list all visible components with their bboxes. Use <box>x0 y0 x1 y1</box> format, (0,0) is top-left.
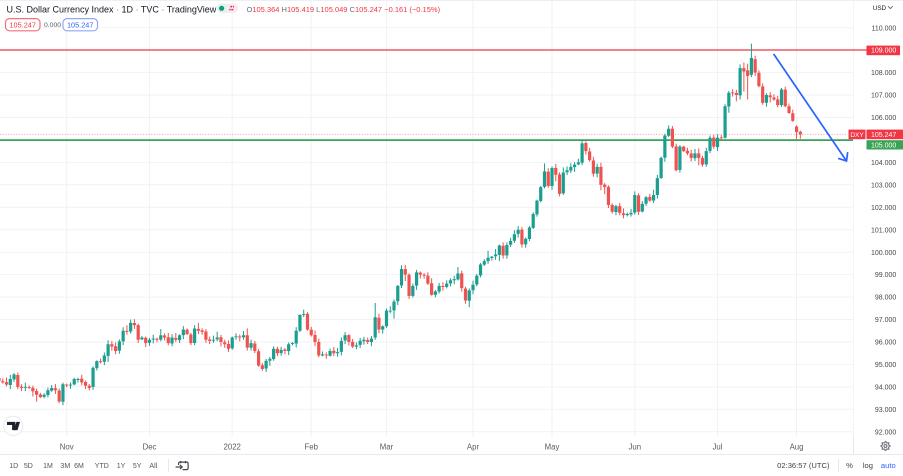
svg-text:YTD: YTD <box>95 463 109 470</box>
svg-text:100.000: 100.000 <box>871 250 896 257</box>
svg-text:6M: 6M <box>74 463 84 470</box>
svg-text:98.000: 98.000 <box>875 295 897 302</box>
svg-text:Jul: Jul <box>713 443 723 452</box>
svg-text:107.000: 107.000 <box>871 93 896 100</box>
svg-text:105.247: 105.247 <box>871 132 896 139</box>
svg-text:Dec: Dec <box>143 443 157 452</box>
svg-text:02:36:57 (UTC): 02:36:57 (UTC) <box>777 461 830 470</box>
svg-text:Apr: Apr <box>467 443 480 452</box>
svg-text:95.000: 95.000 <box>875 362 897 369</box>
svg-text:108.000: 108.000 <box>871 70 896 77</box>
svg-text:DXY: DXY <box>850 132 864 139</box>
svg-text:U.S. Dollar Currency Index · 1: U.S. Dollar Currency Index · 1D · TVC · … <box>7 5 217 15</box>
svg-text:Mar: Mar <box>380 443 394 452</box>
svg-text:93.000: 93.000 <box>875 407 897 414</box>
svg-text:Feb: Feb <box>304 443 318 452</box>
svg-text:All: All <box>149 463 157 470</box>
svg-text:O105.364 H105.419 L105.049 C10: O105.364 H105.419 L105.049 C105.247 −0.1… <box>247 5 441 14</box>
svg-text:May: May <box>545 443 560 452</box>
svg-text:Aug: Aug <box>790 443 804 452</box>
svg-text:Nov: Nov <box>60 443 74 452</box>
svg-text:1M: 1M <box>43 463 53 470</box>
svg-text:97.000: 97.000 <box>875 317 897 324</box>
svg-text:auto: auto <box>881 461 896 470</box>
svg-text:99.000: 99.000 <box>875 272 897 279</box>
svg-text:%: % <box>846 461 853 470</box>
svg-text:log: log <box>863 461 873 470</box>
svg-text:105.000: 105.000 <box>871 143 896 150</box>
svg-text:3M: 3M <box>60 463 70 470</box>
svg-text:2022: 2022 <box>224 443 241 452</box>
svg-text:101.000: 101.000 <box>871 227 896 234</box>
svg-text:110.000: 110.000 <box>872 25 897 32</box>
svg-text:96.000: 96.000 <box>875 340 897 347</box>
svg-text:5Y: 5Y <box>133 463 142 470</box>
svg-text:5D: 5D <box>24 463 33 470</box>
svg-text:94.000: 94.000 <box>875 385 897 392</box>
svg-text:102.000: 102.000 <box>871 205 896 212</box>
svg-text:0.000: 0.000 <box>44 22 61 29</box>
svg-text:109.000: 109.000 <box>871 48 896 55</box>
svg-text:105.247: 105.247 <box>67 20 93 29</box>
svg-text:92.000: 92.000 <box>875 429 897 436</box>
svg-text:106.000: 106.000 <box>871 115 896 122</box>
svg-text:103.000: 103.000 <box>871 182 896 189</box>
svg-text:USD: USD <box>873 5 887 12</box>
svg-text:104.000: 104.000 <box>871 160 896 167</box>
svg-text:105.247: 105.247 <box>10 20 36 29</box>
svg-text:1Y: 1Y <box>117 463 126 470</box>
svg-text:1D: 1D <box>9 463 18 470</box>
svg-text:Jun: Jun <box>629 443 642 452</box>
